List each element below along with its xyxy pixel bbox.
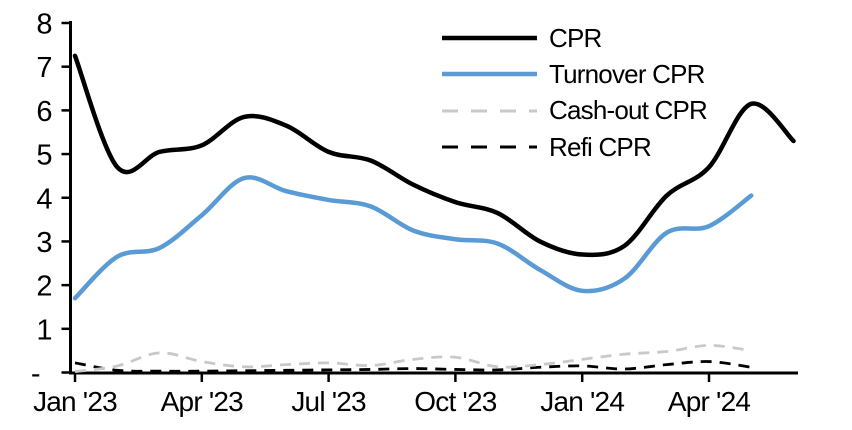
x-tick-label: Apr '24 [668,386,750,417]
legend-item-refi-cpr: Refi CPR [442,129,707,165]
y-tick-label: 1 [36,314,52,346]
legend-label-turnover-cpr: Turnover CPR [549,58,705,89]
legend-item-turnover-cpr: Turnover CPR [442,56,707,92]
series-line-cpr [72,53,796,258]
series-line-refi-cpr [74,360,752,373]
legend-label-cpr: CPR [549,22,602,53]
x-tick-label: Apr '23 [161,386,243,417]
x-tick-label: Jul '23 [291,386,366,417]
chart-legend: CPR Turnover CPR Cash-out CPR Refi CPR [442,20,708,165]
x-tick-label: Oct '23 [414,386,496,417]
y-tick-label: 6 [36,96,52,128]
y-tick-label: - [31,358,40,390]
series-line-turnover-cpr [72,175,754,301]
y-tick-label: 5 [36,140,52,172]
y-tick-label: 8 [36,9,52,41]
legend-line-sample-cpr [442,33,537,43]
legend-item-cpr: CPR [442,20,707,56]
legend-line-sample-refi-cpr [442,142,537,152]
x-tick-label: Jan '24 [540,386,624,417]
legend-line-sample-turnover-cpr [442,69,537,79]
y-tick-label: 4 [36,183,52,215]
y-tick-label: 3 [36,227,52,259]
legend-label-refi-cpr: Refi CPR [549,131,652,162]
legend-label-cashout-cpr: Cash-out CPR [549,95,708,126]
legend-item-cashout-cpr: Cash-out CPR [442,93,708,129]
x-tick-label: Jan '23 [33,386,117,417]
y-tick-label: 7 [36,52,52,84]
y-tick-label: 2 [36,271,52,303]
series-line-cash-out-cpr [74,344,752,374]
legend-line-sample-cashout-cpr [442,106,537,116]
